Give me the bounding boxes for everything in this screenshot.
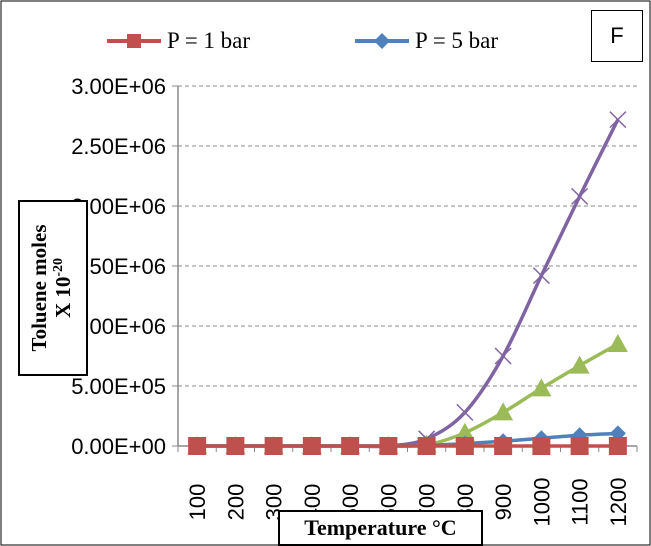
y-tick-label: 0.00E+00 — [71, 434, 166, 459]
series-line-1 — [197, 431, 618, 448]
legend-item-p5: P = 5 bar — [353, 28, 498, 54]
panel-label: F — [591, 10, 643, 62]
data-point-s0-1000 — [532, 437, 551, 455]
legend-label-p5: P = 5 bar — [415, 28, 499, 53]
series-line-2 — [197, 342, 619, 448]
legend-label-p1: P = 1 bar — [167, 28, 251, 53]
y-axis-label-line-2: X 10-20 — [51, 258, 75, 318]
y-axis-label-line-1: Toluene moles — [27, 225, 51, 352]
data-point-s3-1000 — [532, 267, 550, 285]
data-point-s0-1100 — [570, 437, 589, 455]
x-tick-label: 200 — [223, 484, 248, 521]
data-point-s0-300 — [264, 437, 283, 455]
data-point-s0-200 — [226, 437, 245, 455]
data-point-s0-800 — [455, 437, 474, 455]
y-tick-label: 2.50E+06 — [71, 134, 166, 159]
data-point-s3-1100 — [571, 187, 589, 205]
legend-item-p1: P = 1 bar — [105, 28, 250, 54]
data-point-s0-900 — [494, 437, 513, 455]
data-point-s0-1200 — [608, 437, 627, 455]
x-axis-label: Temperature °C — [278, 510, 483, 546]
y-tick-label: 3.00E+06 — [71, 74, 166, 99]
x-tick-label: 900 — [491, 484, 516, 521]
x-tick-label: 100 — [185, 484, 210, 521]
data-point-s0-700 — [417, 437, 436, 455]
data-point-s2-1200 — [607, 334, 628, 352]
legend-marker-diamond — [355, 33, 409, 49]
data-point-s3-800 — [456, 403, 474, 421]
data-point-s3-1200 — [609, 111, 627, 129]
series-line-3 — [197, 118, 620, 449]
y-axis-label-box: Toluene moles X 10-20 — [18, 200, 88, 376]
x-tick-label: 1200 — [606, 478, 631, 527]
data-point-s2-800 — [454, 422, 475, 441]
data-point-s0-500 — [341, 437, 360, 455]
y-tick-label: 5.00E+05 — [71, 374, 166, 399]
x-tick-label: 1100 — [568, 478, 593, 525]
data-point-s0-600 — [379, 437, 398, 455]
y-axis-label: Toluene moles X 10-20 — [27, 225, 75, 352]
data-point-s2-1000 — [531, 378, 552, 397]
data-point-s0-100 — [188, 437, 207, 455]
legend-marker-square — [107, 34, 161, 48]
x-tick-label: 1000 — [529, 478, 554, 527]
y-axis-label-exponent: -20 — [51, 258, 66, 277]
data-point-s0-400 — [302, 437, 321, 455]
data-point-s3-900 — [494, 347, 512, 365]
data-point-s2-1100 — [569, 355, 590, 374]
data-point-s2-900 — [493, 402, 514, 421]
